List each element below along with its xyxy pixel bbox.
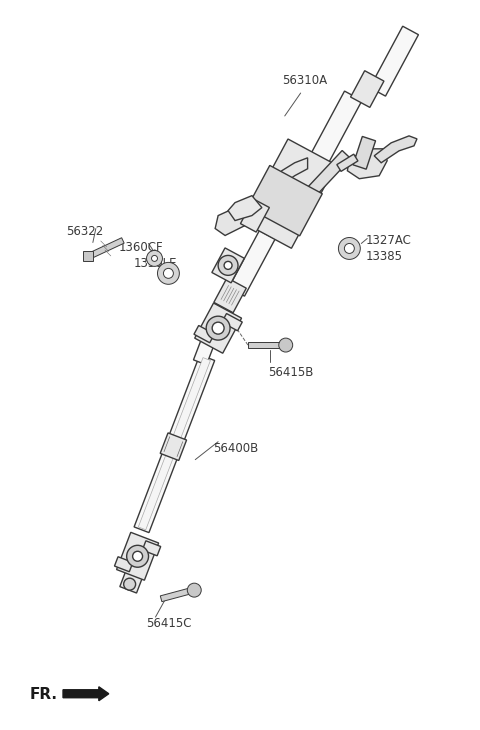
Circle shape bbox=[212, 322, 224, 334]
Polygon shape bbox=[353, 137, 375, 169]
Polygon shape bbox=[348, 149, 387, 179]
Circle shape bbox=[127, 545, 148, 567]
Text: 56310A: 56310A bbox=[282, 74, 327, 87]
Polygon shape bbox=[337, 154, 358, 172]
Polygon shape bbox=[243, 139, 336, 248]
Polygon shape bbox=[114, 557, 133, 572]
Circle shape bbox=[132, 551, 143, 561]
Polygon shape bbox=[134, 355, 215, 533]
Text: 1350LE: 1350LE bbox=[133, 258, 177, 270]
Text: 56322: 56322 bbox=[66, 225, 103, 237]
Text: 13385: 13385 bbox=[365, 250, 402, 264]
Polygon shape bbox=[228, 196, 262, 220]
Polygon shape bbox=[215, 206, 248, 236]
Text: 1360CF: 1360CF bbox=[119, 242, 163, 255]
Polygon shape bbox=[248, 342, 288, 348]
Circle shape bbox=[124, 578, 136, 590]
Polygon shape bbox=[214, 278, 246, 312]
Circle shape bbox=[338, 237, 360, 259]
Text: 56415B: 56415B bbox=[268, 366, 313, 379]
Polygon shape bbox=[308, 150, 351, 195]
Polygon shape bbox=[117, 532, 158, 580]
FancyArrow shape bbox=[63, 687, 109, 701]
Text: 56400B: 56400B bbox=[213, 442, 258, 455]
Text: 1327AC: 1327AC bbox=[365, 234, 411, 247]
Polygon shape bbox=[142, 541, 161, 556]
Polygon shape bbox=[195, 303, 241, 353]
Circle shape bbox=[279, 338, 293, 352]
Circle shape bbox=[218, 255, 238, 275]
Circle shape bbox=[187, 583, 201, 597]
Circle shape bbox=[157, 262, 180, 284]
Polygon shape bbox=[160, 587, 196, 602]
Polygon shape bbox=[229, 231, 275, 296]
Polygon shape bbox=[370, 26, 419, 96]
Polygon shape bbox=[350, 71, 384, 107]
Text: 56415C: 56415C bbox=[146, 617, 192, 630]
Polygon shape bbox=[374, 136, 417, 163]
Circle shape bbox=[152, 255, 157, 261]
Polygon shape bbox=[240, 199, 269, 232]
Polygon shape bbox=[193, 327, 219, 365]
Polygon shape bbox=[212, 248, 244, 283]
Polygon shape bbox=[120, 564, 145, 593]
Polygon shape bbox=[247, 166, 322, 236]
Circle shape bbox=[164, 269, 173, 278]
Circle shape bbox=[224, 261, 232, 269]
Text: FR.: FR. bbox=[29, 687, 57, 702]
Polygon shape bbox=[222, 313, 242, 331]
Polygon shape bbox=[83, 251, 93, 261]
Polygon shape bbox=[138, 358, 210, 530]
Polygon shape bbox=[307, 91, 362, 171]
Circle shape bbox=[206, 316, 230, 340]
Circle shape bbox=[344, 244, 354, 253]
Polygon shape bbox=[87, 238, 124, 259]
Circle shape bbox=[146, 250, 162, 266]
Polygon shape bbox=[194, 326, 215, 343]
Polygon shape bbox=[160, 433, 187, 461]
Polygon shape bbox=[278, 158, 308, 182]
